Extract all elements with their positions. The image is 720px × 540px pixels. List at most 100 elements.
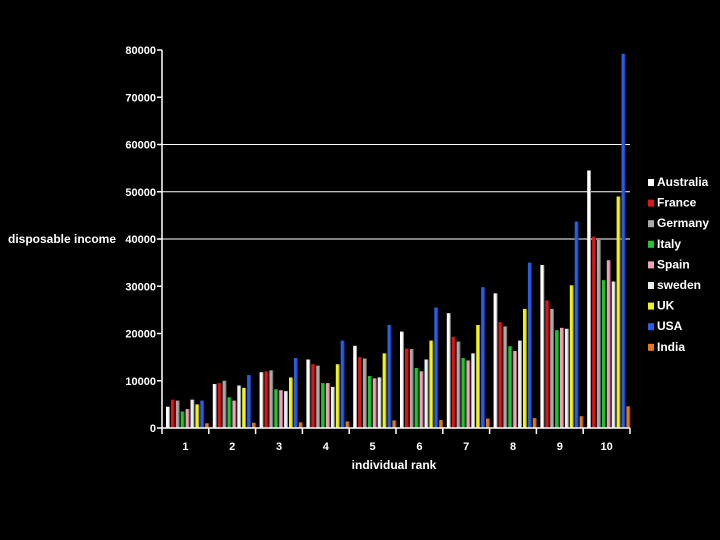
bar-shade: [590, 170, 591, 429]
bar-australia-4: [306, 359, 311, 428]
x-tick-label: 1: [182, 441, 188, 453]
bar-shade: [520, 340, 522, 428]
bar-shade: [356, 345, 357, 428]
bar-shade: [427, 359, 429, 428]
legend-label: UK: [657, 299, 675, 313]
bar-italy-10: [601, 280, 606, 428]
bar-shade: [582, 416, 584, 428]
bar-uk-1: [195, 404, 200, 428]
y-ticks: 0 10000 20000 30000 40000 50000 60000 70000 8000…: [125, 45, 162, 435]
bar-spain-9: [560, 327, 564, 428]
bar-shade: [530, 262, 532, 428]
bar-shade: [375, 378, 377, 428]
bar-spain-7: [466, 360, 471, 428]
bar-germany-4: [316, 365, 320, 428]
x-axis-title: individual rank: [352, 458, 437, 472]
bar-germany-6: [409, 349, 414, 428]
bar-germany-5: [363, 358, 367, 428]
bar-usa-4: [340, 340, 345, 428]
bar-uk-10: [616, 196, 621, 428]
bar-shade: [501, 322, 503, 428]
bar-usa-5: [387, 324, 392, 428]
bar-shade: [323, 383, 325, 428]
bar-australia-6: [400, 331, 404, 428]
bar-shade: [235, 400, 237, 428]
bar-shade: [432, 340, 434, 428]
bar-shade: [343, 340, 345, 428]
bar-shade: [360, 357, 362, 428]
bar-shade: [474, 353, 476, 428]
bar-shade: [203, 400, 205, 428]
bar-australia-9: [540, 264, 545, 428]
bar-germany-3: [269, 370, 274, 428]
bar-shade: [254, 422, 256, 428]
bar-shade: [469, 360, 471, 428]
bar-shade: [614, 281, 616, 428]
bar-spain-3: [279, 390, 283, 428]
bar-italy-6: [414, 367, 419, 428]
x-tick-label: 10: [600, 441, 612, 453]
bar-sweden-7: [471, 353, 476, 428]
bar-shade: [168, 406, 170, 428]
bar-usa-10: [621, 53, 626, 428]
x-tick-label: 8: [510, 441, 516, 453]
bar-usa-3: [293, 358, 298, 428]
bar-shade: [249, 375, 251, 428]
bar-usa-9: [574, 221, 579, 428]
bar-india-2: [252, 422, 256, 428]
bars: [166, 53, 631, 429]
bar-usa-7: [481, 287, 485, 428]
bar-shade: [506, 326, 508, 428]
gridlines: [162, 144, 630, 240]
x-tick-label: 2: [229, 441, 235, 453]
bar-australia-7: [446, 313, 451, 428]
bar-shade: [572, 285, 574, 428]
legend-label: Germany: [657, 216, 709, 230]
bar-india-9: [579, 416, 584, 428]
legend-swatch: [648, 323, 654, 331]
bar-shade: [479, 324, 480, 428]
bar-shade: [417, 367, 419, 428]
bar-shade: [577, 221, 579, 428]
bar-sweden-1: [190, 399, 195, 428]
bar-australia-1: [166, 406, 170, 428]
x-tick-label: 6: [416, 441, 422, 453]
bar-italy-3: [274, 389, 279, 428]
bar-france-6: [404, 348, 409, 428]
bar-shade: [301, 422, 303, 428]
bar-india-8: [532, 418, 537, 428]
bar-shade: [454, 336, 456, 428]
bar-italy-5: [367, 376, 372, 428]
bar-italy-9: [555, 330, 559, 428]
bar-shade: [286, 391, 288, 428]
x-tick-label: 3: [276, 441, 282, 453]
bar-shade: [449, 313, 451, 428]
bar-shade: [267, 371, 269, 428]
bar-shade: [225, 380, 227, 428]
bar-usa-1: [200, 400, 205, 428]
bar-shade: [567, 328, 569, 428]
bar-australia-8: [493, 293, 498, 428]
bar-italy-2: [227, 397, 232, 428]
bar-india-1: [205, 423, 209, 428]
bar-india-4: [345, 421, 350, 428]
bar-uk-4: [335, 364, 340, 428]
bar-germany-9: [550, 308, 554, 428]
legend-swatch: [648, 199, 654, 207]
bar-spain-5: [372, 378, 377, 428]
x-ticks: 1 2 3 4 5 6 7 8 9 10: [161, 428, 631, 453]
bar-shade: [395, 420, 397, 428]
bar-shade: [319, 365, 320, 428]
bar-shade: [516, 350, 517, 428]
bar-india-7: [486, 418, 490, 428]
bar-spain-6: [419, 371, 424, 428]
bar-sweden-9: [564, 328, 569, 428]
x-tick-label: 4: [323, 441, 330, 453]
bar-shade: [173, 399, 175, 428]
bar-uk-8: [523, 308, 527, 428]
bar-shade: [511, 346, 513, 428]
bar-shade: [291, 377, 293, 428]
bar-france-8: [498, 322, 503, 428]
bar-france-3: [264, 371, 269, 428]
bar-france-10: [592, 236, 596, 428]
